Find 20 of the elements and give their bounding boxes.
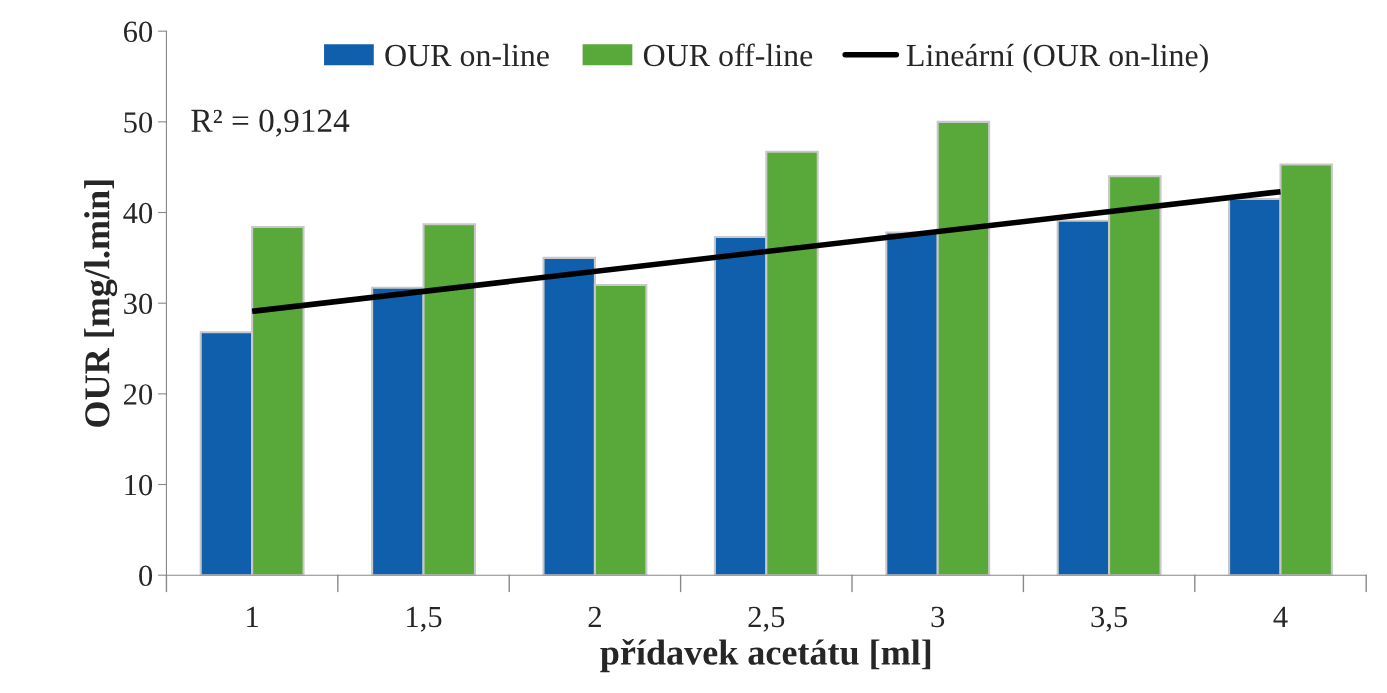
x-tick-label: 4 — [1273, 606, 1288, 627]
x-axis-title: přídavek acetátu [ml] — [600, 639, 931, 673]
x-tick-label: 1,5 — [407, 606, 442, 632]
x-tick-label: 2 — [588, 606, 601, 627]
y-tick-label: 20 — [124, 384, 153, 405]
legend-label: OUR on-line — [385, 43, 549, 67]
x-tick-label: 2,5 — [748, 606, 785, 632]
y-tick-label: 60 — [124, 21, 153, 43]
x-tick-label: 3 — [931, 606, 945, 628]
y-tick-label: 0 — [139, 565, 153, 587]
x-tick-label: 3,5 — [1091, 606, 1128, 632]
y-tick-label: 30 — [124, 293, 153, 315]
x-tick-label: 1 — [247, 606, 258, 627]
y-tick-label: 10 — [125, 474, 153, 496]
y-tick-label: 50 — [124, 112, 153, 133]
y-axis-title: OUR [mg/l.min] — [84, 180, 118, 427]
legend-label: Lineární (OUR on-line) — [906, 43, 1208, 73]
annotation: R² = 0,9124 — [191, 109, 350, 137]
y-tick-label: 40 — [123, 202, 153, 224]
legend-label: OUR off-line — [643, 43, 813, 67]
